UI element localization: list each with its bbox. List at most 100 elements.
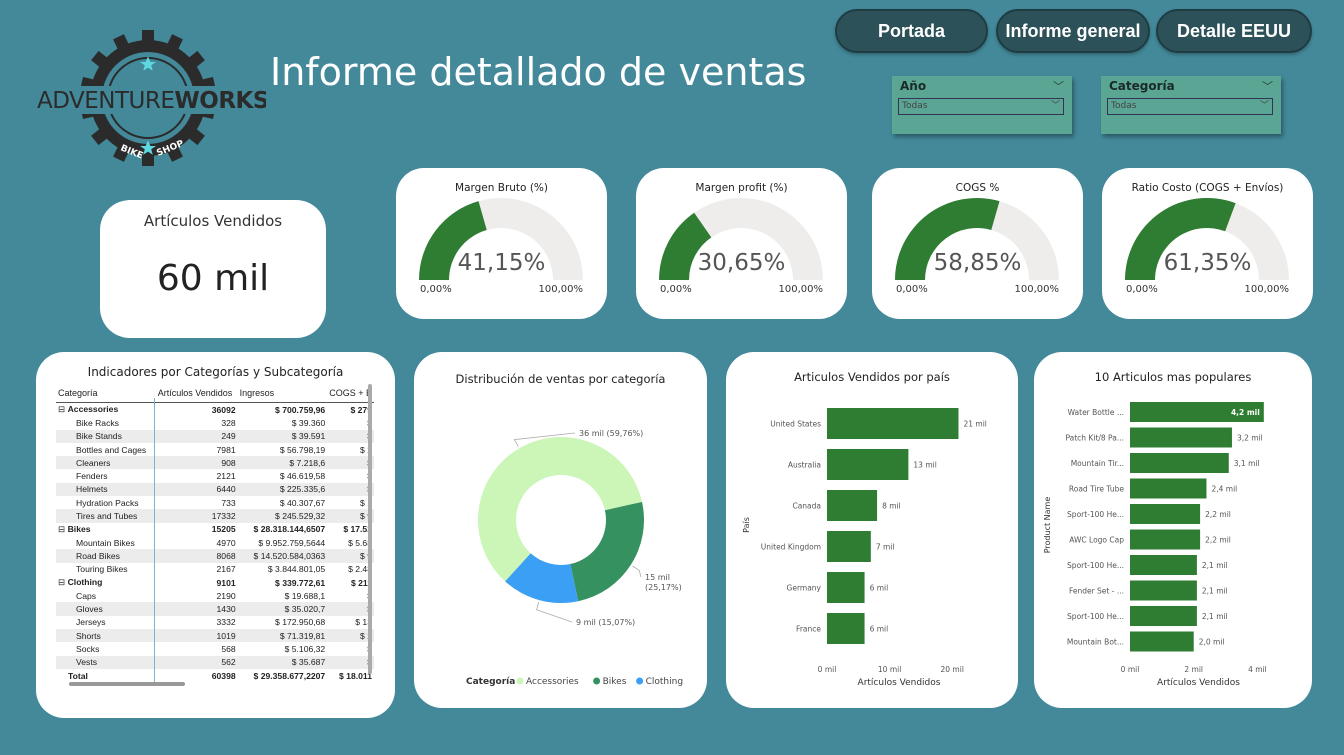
detalle-eeuu-button[interactable]: Detalle EEUU: [1156, 9, 1312, 53]
slicer-ano[interactable]: Año ﹀ Todas ﹀: [892, 76, 1072, 134]
cell-qty: 15205: [211, 524, 236, 535]
gauge-fill: [659, 212, 712, 280]
bar[interactable]: [827, 490, 878, 521]
cell-qty: 6440: [155, 482, 238, 497]
vertical-scrollbar[interactable]: [368, 384, 372, 674]
legend-item-clothing[interactable]: Clothing: [646, 677, 683, 687]
bar[interactable]: [1130, 453, 1229, 473]
legend-item-accessories[interactable]: Accessories: [526, 677, 579, 687]
cell-qty: 2167: [216, 564, 236, 575]
bar[interactable]: [1130, 631, 1194, 652]
gauge-max: 100,00%: [538, 284, 584, 295]
slicer-categoria[interactable]: Categoría ﹀ Todas ﹀: [1101, 76, 1281, 134]
cell-rev: $ 28.318.144,6507: [253, 524, 326, 535]
gauge-max: 100,00%: [778, 284, 824, 295]
table-row: Socks 568 $ 5.106,32$: [56, 642, 374, 655]
matrix-header[interactable]: COGS + E: [327, 384, 374, 403]
y-axis-label: País: [742, 517, 751, 533]
table-row: Bike Racks 328 $ 39.360$: [56, 416, 374, 429]
bar[interactable]: [827, 449, 909, 480]
slicer-categoria-dropdown[interactable]: Todas ﹀: [1107, 98, 1273, 115]
row-label: Tires and Tubes: [56, 509, 156, 523]
bar[interactable]: [1130, 580, 1197, 601]
table-row: ⊟ Clothing 9101 $ 339.772,61 $ 211: [56, 576, 374, 589]
kpi-title: Artículos Vendidos: [143, 212, 283, 230]
bar[interactable]: [1130, 504, 1201, 524]
chevron-down-icon[interactable]: ﹀: [1053, 80, 1064, 93]
y-axis-label: Product Name: [1043, 497, 1052, 554]
svg-text:ADVENTUREWORKS: ADVENTUREWORKS: [37, 88, 266, 114]
matrix-header[interactable]: Categoría: [56, 384, 156, 403]
collapse-icon[interactable]: ⊟: [58, 577, 68, 587]
portada-button[interactable]: Portada: [835, 9, 988, 53]
table-row: Total 60398 $ 29.358.677,2207 $ 18.011: [56, 669, 374, 682]
cell-qty: 908: [155, 456, 238, 470]
data-label: 2,4 mil: [1211, 485, 1237, 494]
cell-cogs: $ 2: [360, 444, 372, 455]
donut-slice-bikes[interactable]: [570, 501, 644, 602]
table-row: Shorts 1019 $ 71.319,81 $ 2: [56, 629, 374, 643]
cell-rev: $ 14.520.584,0363: [237, 549, 328, 563]
top-products-bar-chart: Water Bottle ... 4,2 mil Patch Kit/8 Pa...…: [1043, 402, 1267, 688]
informe-general-button[interactable]: Informe general: [996, 9, 1150, 53]
donut-slice-accessories[interactable]: [478, 437, 643, 582]
chevron-down-icon: ﹀: [1050, 101, 1060, 111]
matrix-header[interactable]: Ingresos: [237, 384, 328, 403]
bar[interactable]: [1130, 478, 1207, 499]
bar[interactable]: [1130, 555, 1197, 575]
cell-qty: 328: [221, 417, 236, 428]
category-label: Sport-100 He...: [1067, 510, 1124, 519]
collapse-icon[interactable]: ⊟: [58, 523, 68, 534]
cell-cogs: $ 18.011: [339, 670, 372, 681]
donut-title: Distribución de ventas por categoría: [455, 372, 666, 386]
row-label: Vests: [56, 655, 156, 669]
category-label: Fender Set - ...: [1069, 587, 1124, 596]
table-row: Jerseys 3332 $ 172.950,68 $ 13: [56, 616, 374, 629]
cell-rev: $ 46.619,58: [279, 471, 326, 482]
category-label: Sport-100 He...: [1067, 612, 1124, 621]
slicer-label: Año: [900, 79, 927, 93]
legend-marker: [636, 677, 644, 685]
slicer-label: Categoría: [1109, 79, 1175, 93]
bar[interactable]: [1130, 529, 1201, 550]
donut-slice-clothing[interactable]: [505, 553, 579, 603]
row-label: ⊟ Accessories: [58, 404, 119, 415]
data-label: 2,1 mil: [1202, 612, 1228, 621]
category-label: United Kingdom: [761, 543, 821, 552]
cell-cogs: $ 2: [327, 629, 374, 643]
data-label: 7 mil: [876, 543, 895, 552]
bar[interactable]: [827, 408, 959, 439]
collapse-icon[interactable]: ⊟: [58, 404, 68, 415]
bar[interactable]: [827, 572, 865, 603]
chevron-down-icon[interactable]: ﹀: [1262, 80, 1273, 93]
cell-rev: $ 225.335,6: [237, 482, 328, 497]
row-label: Hydration Packs: [76, 497, 139, 508]
category-label: United States: [770, 420, 821, 429]
gauge-value: 41,15%: [457, 250, 546, 276]
bar[interactable]: [1130, 402, 1264, 422]
matrix-header[interactable]: Artículos Vendidos: [155, 384, 238, 403]
gauge-title: COGS %: [955, 182, 1000, 194]
bar[interactable]: [1130, 427, 1232, 448]
legend-item-bikes[interactable]: Bikes: [603, 677, 627, 687]
gauge-ratio-costo: Ratio Costo (COGS + Envíos) 61,35% 0,00% 10…: [1102, 168, 1313, 319]
cell-rev: $ 40.307,67: [279, 497, 326, 508]
cell-rev: $ 5.106,32: [284, 643, 326, 654]
slicer-ano-dropdown[interactable]: Todas ﹀: [898, 98, 1064, 115]
cell-rev: $ 339.772,61: [275, 577, 326, 588]
data-label: 2,1 mil: [1202, 561, 1228, 570]
chevron-down-icon: ﹀: [1259, 101, 1269, 111]
bar[interactable]: [827, 531, 871, 562]
horizontal-scrollbar[interactable]: [69, 682, 185, 686]
top-products-card: 10 Articulos mas populares Water Bottle …: [1034, 352, 1312, 708]
row-label: Fenders: [76, 471, 108, 482]
cell-cogs: $: [327, 469, 374, 482]
cell-qty: 733: [221, 497, 236, 508]
bar[interactable]: [1130, 606, 1197, 626]
cell-cogs: $ 9: [327, 509, 374, 523]
gauge-title: Margen profit (%): [695, 182, 788, 194]
row-label: Jerseys: [76, 617, 106, 628]
bar[interactable]: [827, 613, 865, 644]
